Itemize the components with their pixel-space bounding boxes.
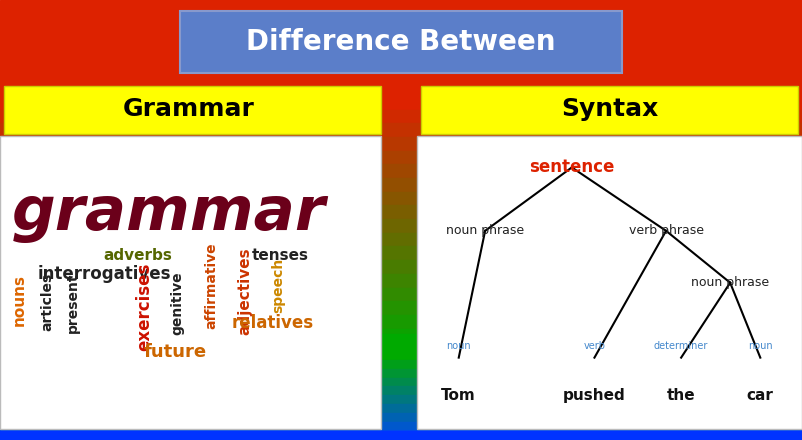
Bar	[0, 430, 802, 440]
Text: speech: speech	[271, 258, 286, 313]
Text: articles: articles	[40, 272, 54, 330]
Bar	[0, 422, 802, 431]
Bar	[0, 315, 802, 330]
Text: exercises: exercises	[135, 263, 153, 352]
Text: noun phrase: noun phrase	[446, 224, 525, 237]
Bar	[0, 274, 802, 289]
Bar	[0, 369, 802, 378]
Text: present: present	[66, 273, 80, 333]
Text: affirmative: affirmative	[204, 242, 218, 329]
Text: adverbs: adverbs	[103, 248, 172, 263]
Text: pushed: pushed	[563, 388, 626, 403]
Bar	[0, 137, 802, 151]
Bar	[0, 205, 802, 220]
Text: adjectives: adjectives	[237, 248, 252, 335]
Text: noun phrase: noun phrase	[691, 276, 769, 289]
FancyBboxPatch shape	[0, 136, 381, 429]
FancyBboxPatch shape	[4, 86, 381, 134]
Bar	[0, 360, 802, 370]
Bar	[0, 301, 802, 316]
Bar	[0, 404, 802, 414]
Bar	[0, 165, 802, 179]
Text: future: future	[144, 343, 207, 361]
Text: Grammar: Grammar	[123, 97, 254, 121]
Text: Tom: Tom	[441, 388, 476, 403]
Bar	[0, 110, 802, 124]
Text: sentence: sentence	[529, 158, 614, 176]
Bar	[0, 288, 802, 302]
FancyBboxPatch shape	[180, 11, 622, 73]
Text: car: car	[747, 388, 774, 403]
Bar	[0, 233, 802, 247]
Bar	[0, 431, 802, 440]
Text: tenses: tenses	[252, 248, 309, 263]
Bar	[0, 96, 802, 110]
Text: nouns: nouns	[11, 274, 26, 326]
Text: interrogatives: interrogatives	[38, 265, 172, 283]
Text: verb: verb	[583, 341, 606, 351]
Bar	[0, 386, 802, 396]
Bar	[0, 334, 802, 352]
FancyBboxPatch shape	[421, 86, 798, 134]
Bar	[0, 413, 802, 422]
Bar	[0, 378, 802, 387]
Bar	[0, 192, 802, 206]
Bar	[0, 219, 802, 234]
Text: Difference Between: Difference Between	[246, 28, 556, 56]
Bar	[0, 123, 802, 138]
Bar	[0, 178, 802, 193]
FancyBboxPatch shape	[417, 136, 802, 429]
Text: verb phrase: verb phrase	[629, 224, 703, 237]
Text: genitive: genitive	[170, 271, 184, 335]
Text: relatives: relatives	[232, 314, 314, 332]
Bar	[0, 351, 802, 361]
Bar	[0, 0, 802, 97]
Bar	[0, 150, 802, 165]
Bar	[0, 260, 802, 275]
Bar	[0, 246, 802, 261]
Text: the: the	[666, 388, 695, 403]
Text: grammar: grammar	[12, 184, 326, 243]
Text: noun: noun	[447, 341, 471, 351]
Text: determiner: determiner	[654, 341, 708, 351]
Text: noun: noun	[748, 341, 772, 351]
Bar	[0, 329, 802, 343]
Text: Syntax: Syntax	[561, 97, 658, 121]
Bar	[0, 395, 802, 405]
